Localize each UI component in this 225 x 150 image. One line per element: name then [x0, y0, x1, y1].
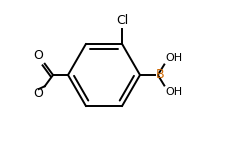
Text: O: O: [34, 87, 43, 100]
Text: OH: OH: [165, 87, 182, 97]
Text: B: B: [155, 69, 164, 81]
Text: O: O: [33, 49, 43, 62]
Text: OH: OH: [165, 53, 182, 63]
Text: Cl: Cl: [115, 14, 128, 27]
